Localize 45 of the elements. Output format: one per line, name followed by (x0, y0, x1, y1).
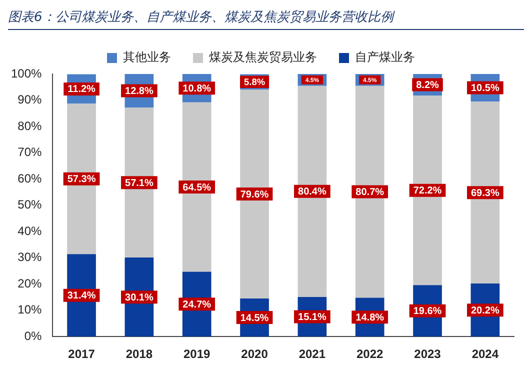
data-label: 19.6% (413, 306, 442, 318)
legend-label: 煤炭及焦炭贸易业务 (209, 50, 317, 64)
legend-label: 其他业务 (123, 50, 171, 64)
data-label: 11.2% (68, 84, 96, 96)
data-label: 57.1% (125, 178, 154, 189)
data-label: 80.4% (298, 186, 326, 198)
y-tick-label: 40% (18, 224, 42, 238)
data-label: 57.3% (67, 174, 96, 186)
data-label: 79.6% (240, 189, 269, 200)
x-tick-label: 2021 (298, 347, 326, 362)
data-label: 64.5% (182, 182, 212, 194)
y-tick-label: 60% (18, 171, 42, 186)
data-label: 24.7% (182, 299, 212, 310)
data-label: 10.5% (470, 83, 500, 94)
y-tick-label: 70% (18, 145, 42, 160)
data-label: 15.1% (298, 312, 326, 324)
legend-label: 自产煤业务 (355, 50, 415, 64)
y-tick-label: 80% (18, 118, 42, 133)
chart-title: 图表6：公司煤炭业务、自产煤业务、煤炭及焦炭贸易业务营收比例 (8, 8, 524, 30)
data-label: 5.8% (244, 76, 266, 87)
x-tick-label: 2023 (414, 347, 442, 362)
x-tick-label: 2018 (126, 347, 153, 362)
data-label: 30.1% (125, 292, 154, 304)
data-label: 12.8% (125, 86, 154, 98)
x-tick-label: 2022 (356, 347, 384, 362)
x-tick-label: 2024 (472, 347, 499, 362)
y-tick-label: 100% (10, 66, 42, 80)
x-tick-label: 2017 (68, 347, 96, 362)
data-label: 20.2% (470, 305, 500, 316)
data-label: 31.4% (67, 290, 96, 302)
data-label: 72.2% (413, 186, 442, 197)
x-tick-label: 2019 (184, 347, 211, 362)
data-label: 8.2% (416, 80, 440, 92)
data-label: 10.8% (182, 83, 212, 94)
x-tick-label: 2020 (241, 347, 268, 362)
y-tick-label: 90% (18, 92, 42, 107)
data-label: 14.5% (240, 312, 269, 324)
y-tick-label: 50% (18, 198, 42, 212)
y-tick-label: 0% (24, 328, 42, 343)
y-tick-label: 30% (18, 250, 42, 264)
data-label: 80.7% (356, 187, 384, 198)
y-tick-label: 20% (18, 276, 42, 290)
data-label: 14.8% (356, 312, 384, 324)
y-tick-label: 10% (18, 302, 42, 317)
data-label: 69.3% (470, 188, 500, 199)
